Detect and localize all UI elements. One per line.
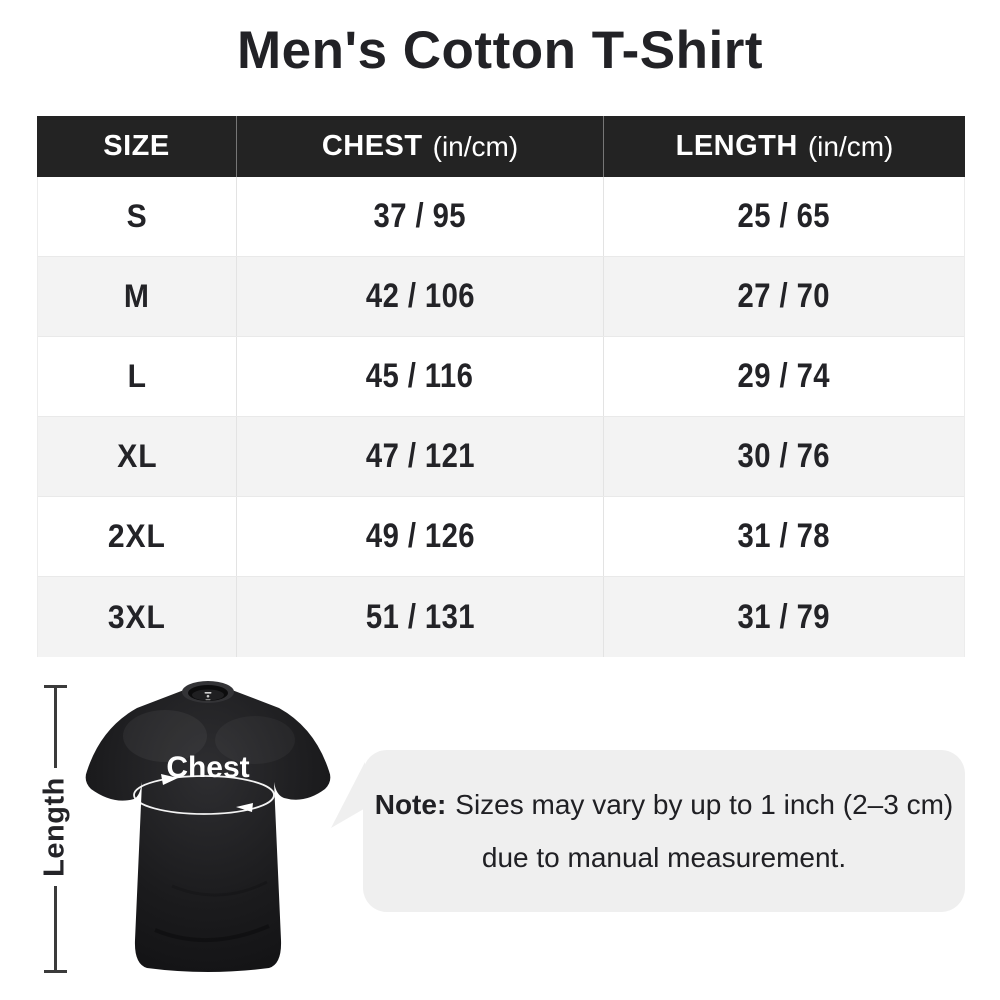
cell-chest: 47 / 121 (237, 417, 604, 496)
cell-size: L (38, 337, 237, 416)
length-line-top-cap (44, 685, 67, 688)
header-cell-length: LENGTH (in/cm) (604, 116, 965, 177)
cell-size: 2XL (38, 497, 237, 576)
table-row: 2XL 49 / 126 31 / 78 (38, 497, 964, 577)
arrowhead-left-icon (236, 803, 253, 812)
size-table: SIZE CHEST (in/cm) LENGTH (in/cm) S 37 / 9… (37, 116, 965, 657)
fabric-fold (154, 924, 270, 943)
chest-measure-ellipse (133, 775, 275, 815)
length-line-lower-segment (54, 886, 57, 972)
header-length-unit: (in/cm) (807, 130, 894, 162)
cell-length: 27 / 70 (737, 277, 831, 315)
table-row: XL 47 / 121 30 / 76 (38, 417, 964, 497)
table-row: L 45 / 116 29 / 74 (38, 337, 964, 417)
header-size-label: SIZE (103, 130, 170, 162)
arrowhead-right-icon (161, 774, 178, 785)
cell-length: 29 / 74 (737, 357, 831, 395)
length-label: Length (38, 777, 71, 877)
cell-chest: 51 / 131 (237, 577, 604, 657)
header-cell-size: SIZE (37, 116, 237, 177)
collar-label (204, 692, 212, 694)
cell-length: 31 / 78 (737, 517, 831, 555)
cell-chest: 42 / 106 (237, 257, 604, 336)
page-title: Men's Cotton T-Shirt (236, 21, 764, 80)
cell-length: 25 / 65 (737, 197, 831, 235)
cell-size: S (38, 177, 237, 256)
tshirt-body (85, 685, 331, 972)
tshirt-image: Chest (85, 681, 331, 972)
cell-size: 3XL (38, 577, 237, 657)
header-cell-chest: CHEST (in/cm) (237, 116, 604, 177)
cell-size: XL (38, 417, 237, 496)
table-row: M 42 / 106 27 / 70 (38, 257, 964, 337)
header-chest-unit: (in/cm) (432, 130, 519, 162)
collar-label (205, 699, 211, 701)
collar-label-logo (206, 694, 210, 698)
cell-chest: 37 / 95 (237, 177, 604, 256)
table-body: S 37 / 95 25 / 65 M 42 / 106 27 / 70 L 4… (37, 177, 965, 657)
cell-chest: 49 / 126 (237, 497, 604, 576)
fabric-fold (171, 880, 268, 897)
shoulder-highlight (123, 710, 207, 762)
cell-length: 30 / 76 (737, 437, 831, 475)
cell-size: M (38, 257, 237, 336)
table-header-row: SIZE CHEST (in/cm) LENGTH (in/cm) (37, 116, 965, 177)
note-line1-text: Sizes may vary by up to 1 inch (2–3 cm) (455, 788, 954, 820)
table-row: S 37 / 95 25 / 65 (38, 177, 964, 257)
note-text-line2: due to manual measurement. (481, 841, 847, 873)
note-prefix: Note: (374, 788, 447, 820)
cell-length: 31 / 79 (737, 597, 831, 636)
note-bubble: Note: Sizes may vary by up to 1 inch (2–3… (363, 750, 965, 912)
note-text-line1: Note: Sizes may vary by up to 1 inch (2–3… (375, 789, 954, 821)
shoulder-highlight (215, 716, 295, 764)
table-row: 3XL 51 / 131 31 / 79 (38, 577, 964, 657)
chest-label: Chest (166, 751, 249, 784)
header-length-label: LENGTH (675, 130, 798, 162)
length-line-upper-segment (54, 687, 57, 768)
length-line-bottom-cap (44, 970, 67, 973)
header-chest-label: CHEST (321, 130, 423, 162)
cell-chest: 45 / 116 (237, 337, 604, 416)
